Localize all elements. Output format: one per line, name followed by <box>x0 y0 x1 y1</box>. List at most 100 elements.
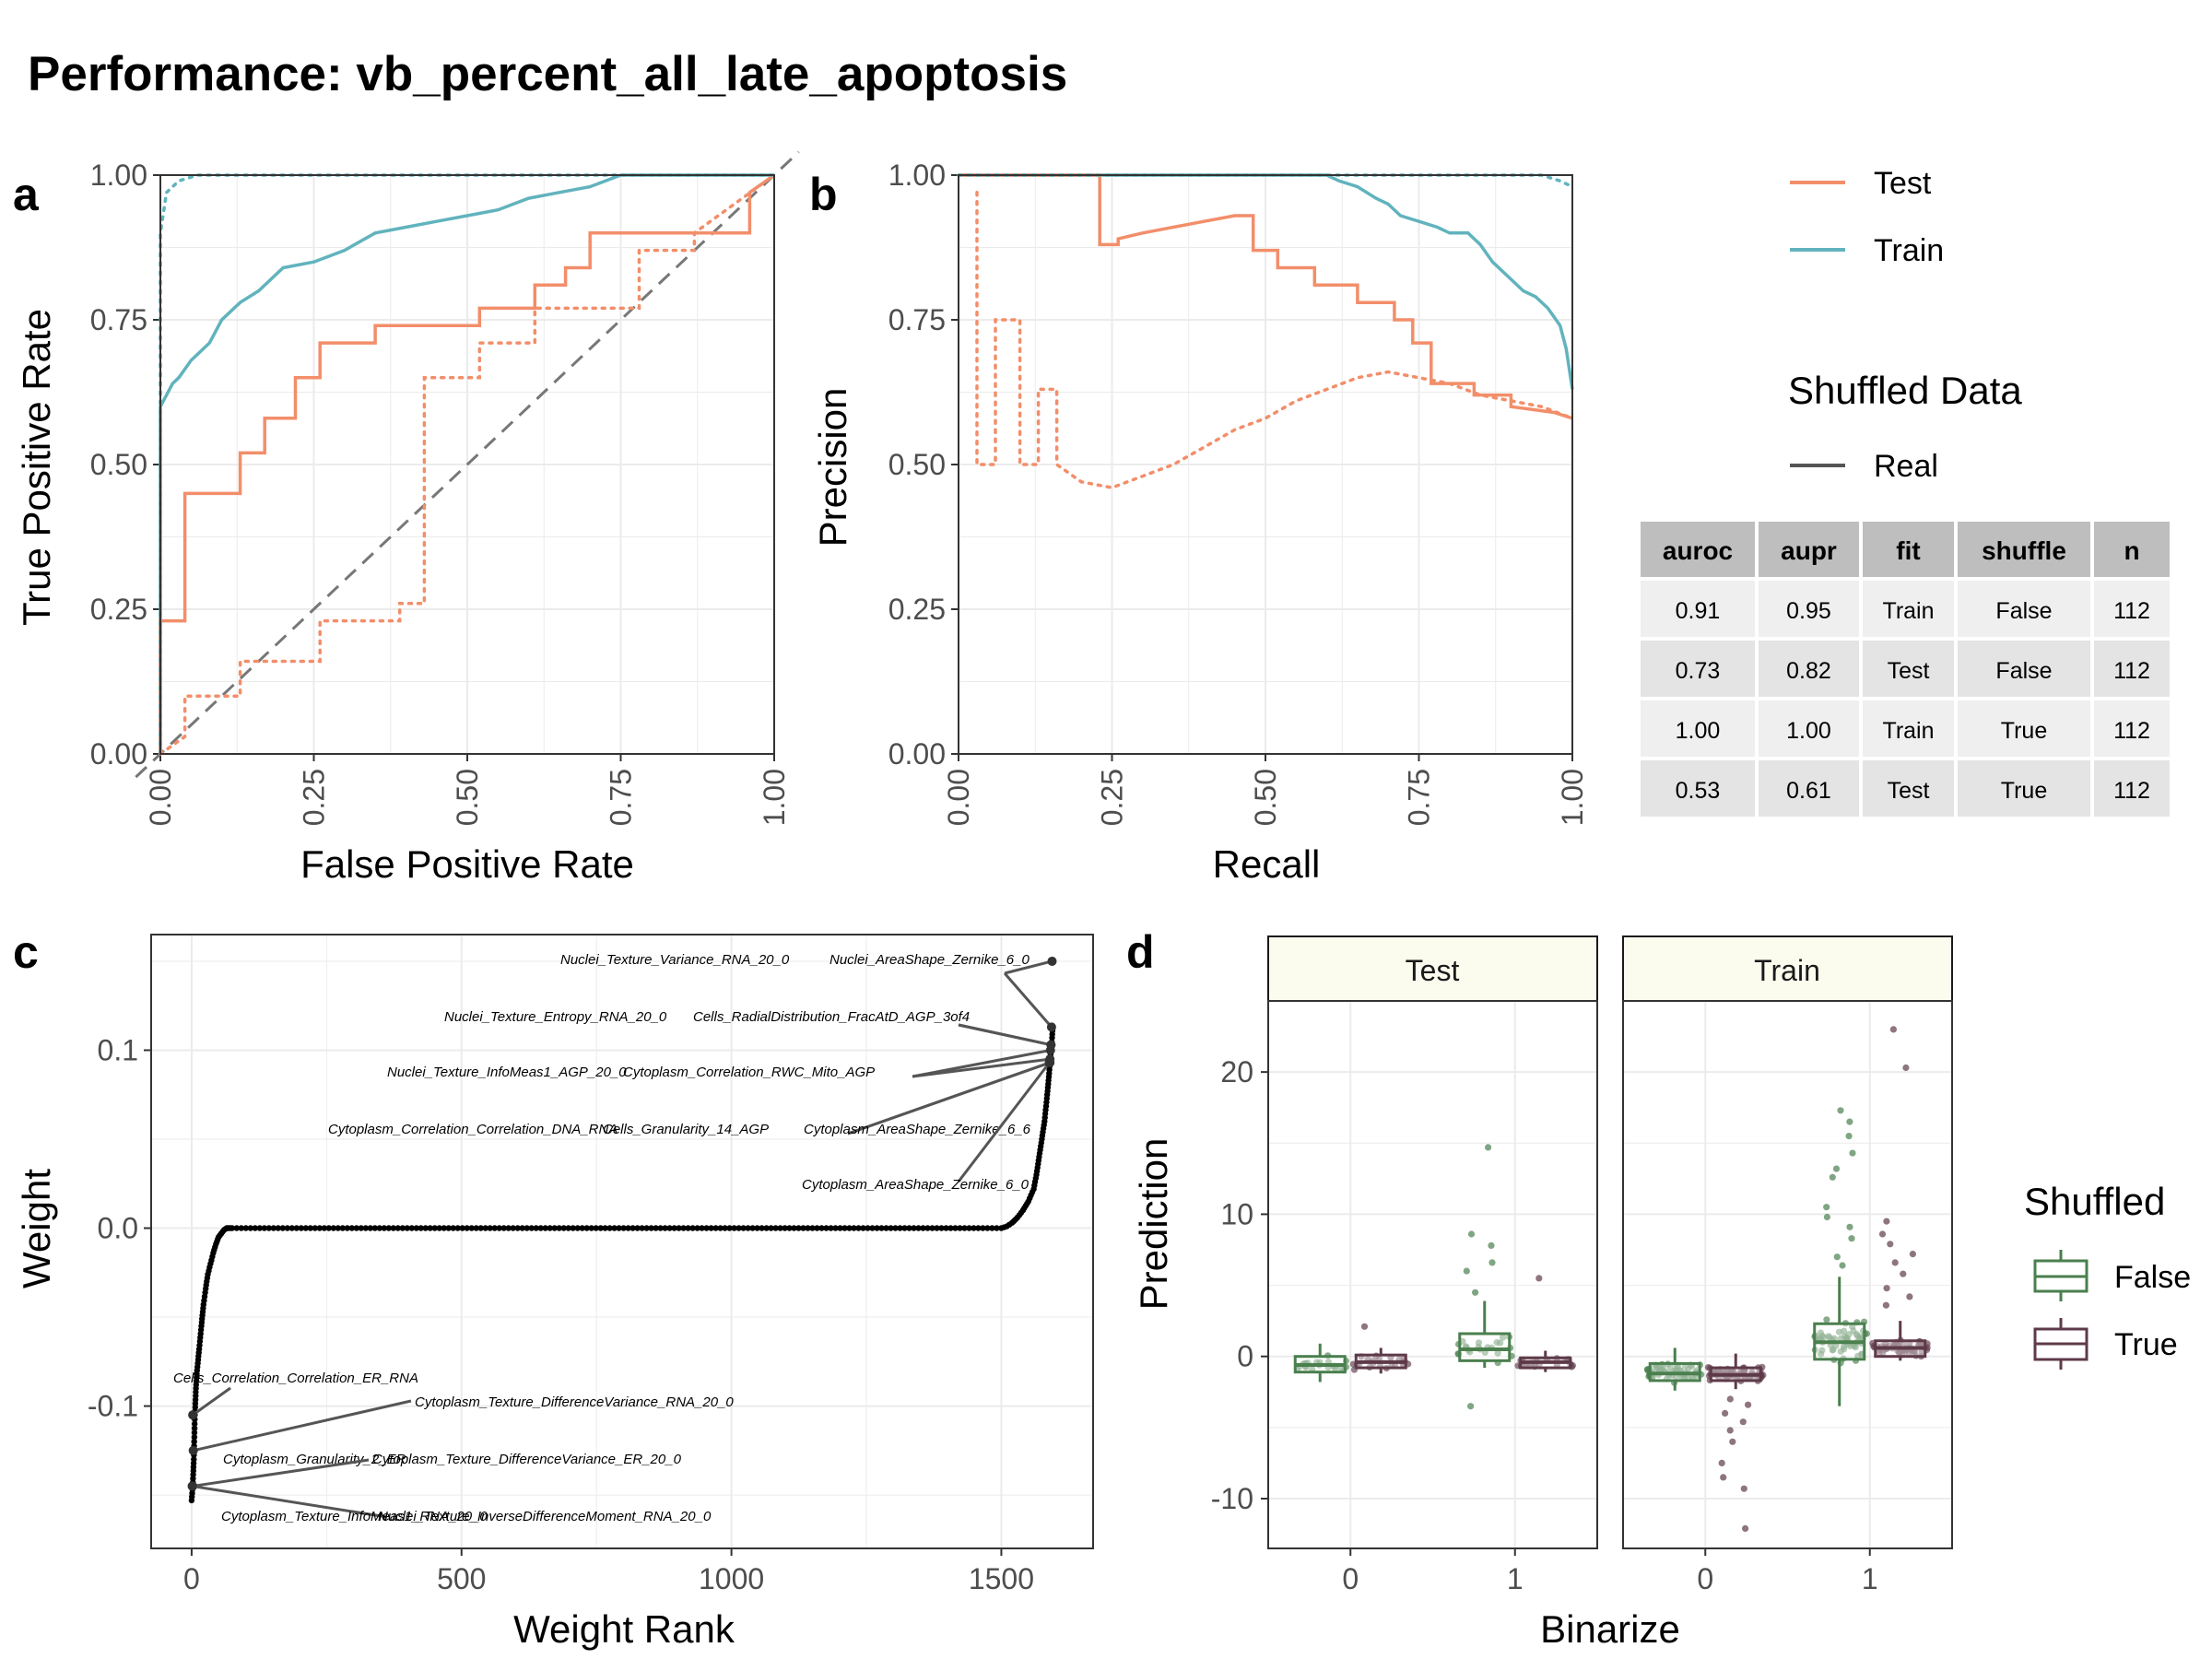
table-value: Test <box>1888 778 1930 804</box>
box-xtick-label: 0 <box>1697 1562 1713 1595</box>
weight-point <box>740 1225 747 1231</box>
weight-point <box>464 1225 470 1231</box>
prediction-outlier <box>1883 1285 1890 1292</box>
prediction-point <box>1895 1349 1903 1357</box>
weight-point <box>284 1225 290 1231</box>
table-value: 112 <box>2113 718 2150 744</box>
weight-point <box>892 1225 899 1231</box>
weight-point <box>689 1225 696 1231</box>
roc-ylabel: True Positive Rate <box>15 309 58 626</box>
weight-point <box>759 1225 765 1231</box>
feature-label: Cytoplasm_AreaShape_Zernike_6_0 <box>802 1177 1030 1193</box>
weight-point <box>288 1225 295 1231</box>
pr-series-test-shuffled <box>975 191 1574 489</box>
weight-point <box>524 1225 530 1231</box>
prediction-outlier <box>1848 1235 1855 1242</box>
roc-plot-border <box>159 174 775 755</box>
table-cell <box>1863 700 1954 757</box>
weight-point <box>971 1225 977 1231</box>
table-header-shuffle: shuffle <box>1982 536 2066 565</box>
table-cell <box>1863 760 1954 817</box>
weight-point <box>325 1225 332 1231</box>
weight-point <box>330 1225 336 1231</box>
weight-point <box>735 1225 742 1231</box>
roc-series-test-real <box>159 173 776 754</box>
box-ytick-label: 20 <box>1220 1055 1253 1088</box>
rank-plot-border <box>150 934 1094 1549</box>
prediction-point <box>1841 1327 1848 1335</box>
weight-point <box>643 1225 650 1231</box>
weight-point <box>307 1225 313 1231</box>
feature-label: Nuclei_Texture_Variance_RNA_20_0 <box>560 952 790 968</box>
table-value: Train <box>1882 718 1934 744</box>
weight-point <box>828 1225 834 1231</box>
weight-point <box>874 1225 880 1231</box>
feature-label: Cells_Correlation_Correlation_ER_RNA <box>173 1371 418 1386</box>
prediction-outlier <box>1488 1241 1495 1249</box>
annotation-arrow <box>1003 972 1053 1029</box>
table-cell <box>1759 581 1859 637</box>
panel-tag-d: d <box>1126 926 1155 978</box>
facet-strip-test <box>1267 935 1598 1002</box>
table-header-n: n <box>2124 536 2139 565</box>
prediction-outlier <box>1823 1213 1830 1221</box>
prediction-outlier <box>1849 1149 1856 1157</box>
weight-point <box>261 1225 267 1231</box>
pr-xtick-label: 0.25 <box>1096 769 1129 826</box>
weight-point <box>418 1225 424 1231</box>
legend-real-label: Real <box>1874 449 1938 484</box>
prediction-outlier <box>1488 1259 1496 1266</box>
table-value: False <box>1995 658 2052 684</box>
weight-point <box>445 1225 452 1231</box>
panel-tag-b: b <box>809 169 838 220</box>
weight-point <box>427 1225 433 1231</box>
facet-bg-train <box>1623 1001 1952 1548</box>
table-value: 0.95 <box>1786 598 1831 624</box>
weight-point <box>312 1225 318 1231</box>
table-header-cell <box>1759 522 1859 577</box>
weight-point <box>726 1225 733 1231</box>
prediction-point <box>1879 1348 1887 1356</box>
legend-shuffled-data-title: Shuffled Data <box>1788 369 2022 412</box>
weight-point <box>491 1225 498 1231</box>
table-cell <box>1958 581 2090 637</box>
annotation-arrowhead <box>187 1481 197 1491</box>
weight-point <box>519 1225 525 1231</box>
weight-point <box>671 1225 677 1231</box>
table-header-cell <box>1863 522 1954 577</box>
prediction-outlier <box>1740 1485 1747 1492</box>
rank-ytick-label: -0.1 <box>88 1390 138 1423</box>
weight-point <box>616 1225 622 1231</box>
weight-point <box>947 1225 954 1231</box>
weight-point <box>943 1225 949 1231</box>
pr-series-train-real <box>959 173 1574 390</box>
weight-point <box>984 1225 991 1231</box>
prediction-outlier <box>1889 1026 1897 1033</box>
weight-point <box>602 1225 608 1231</box>
weight-point <box>588 1225 594 1231</box>
weight-point <box>597 1225 604 1231</box>
table-header-auroc: auroc <box>1663 536 1733 565</box>
weight-point <box>510 1225 516 1231</box>
annotation-arrow <box>192 1386 231 1417</box>
weight-point <box>980 1225 986 1231</box>
weight-point <box>625 1225 631 1231</box>
roc-xtick-label: 0.50 <box>451 769 484 826</box>
table-value: 1.00 <box>1786 718 1831 744</box>
roc-ytick-label: 0.25 <box>90 593 147 626</box>
weight-point <box>560 1225 567 1231</box>
annotation-arrow <box>192 1484 388 1519</box>
weight-point <box>242 1225 249 1231</box>
weight-point <box>191 1456 197 1463</box>
table-cell <box>1863 581 1954 637</box>
figure-title: Performance: vb_percent_all_late_apoptos… <box>28 47 1067 101</box>
weight-point <box>353 1225 359 1231</box>
weight-point <box>901 1225 908 1231</box>
prediction-point <box>1684 1366 1691 1373</box>
table-cell <box>1641 581 1755 637</box>
table-header-cell <box>1641 522 1755 577</box>
annotation-arrow <box>957 1062 1051 1182</box>
pr-series-train-shuffled <box>957 173 1574 189</box>
weight-point <box>302 1225 309 1231</box>
